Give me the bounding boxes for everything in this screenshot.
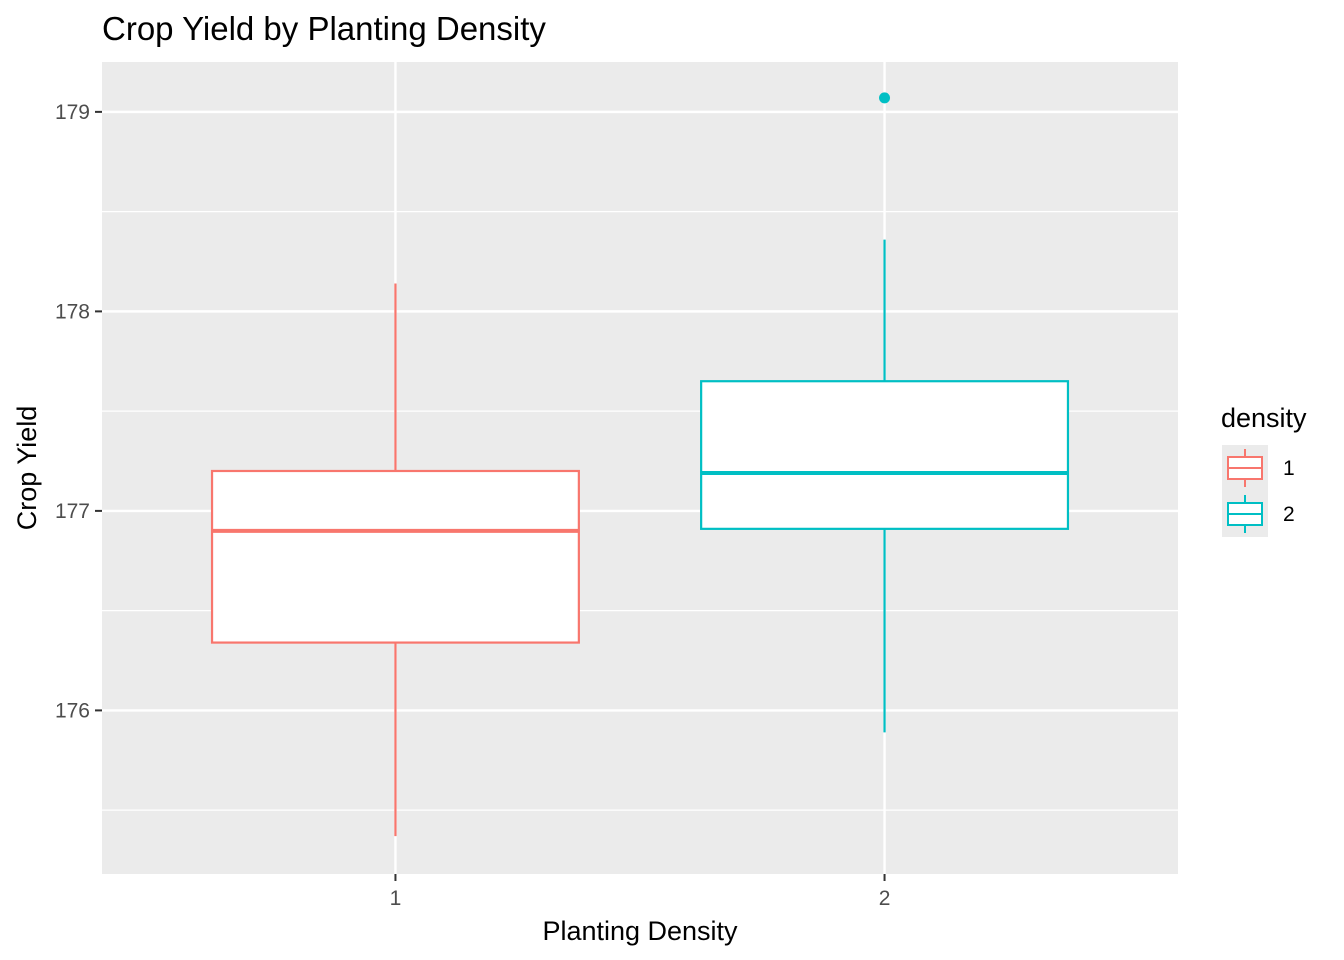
y-tick-label: 178 [55,300,90,323]
y-tick-label: 177 [55,500,90,523]
legend-label: 2 [1283,503,1295,526]
legend: density 1 2 [1221,403,1307,537]
x-tick-label: 1 [390,887,402,910]
legend-label: 1 [1283,457,1295,480]
boxplot-series [210,92,1070,837]
boxplot-1 [210,283,580,837]
boxplot-2 [700,92,1070,733]
y-tick-label: 179 [55,101,90,124]
legend-title: density [1221,403,1307,433]
chart-title: Crop Yield by Planting Density [102,10,546,47]
y-tick-label: 176 [55,699,90,722]
box [210,469,580,644]
box [700,380,1070,530]
x-axis-title: Planting Density [542,916,738,946]
x-tick-label: 2 [879,887,891,910]
y-axis-ticks: 176 177 178 179 [55,101,102,722]
legend-key-1 [1222,445,1268,491]
legend-key-2 [1222,491,1268,537]
y-axis-title: Crop Yield [12,406,42,531]
outlier-point [879,92,891,104]
